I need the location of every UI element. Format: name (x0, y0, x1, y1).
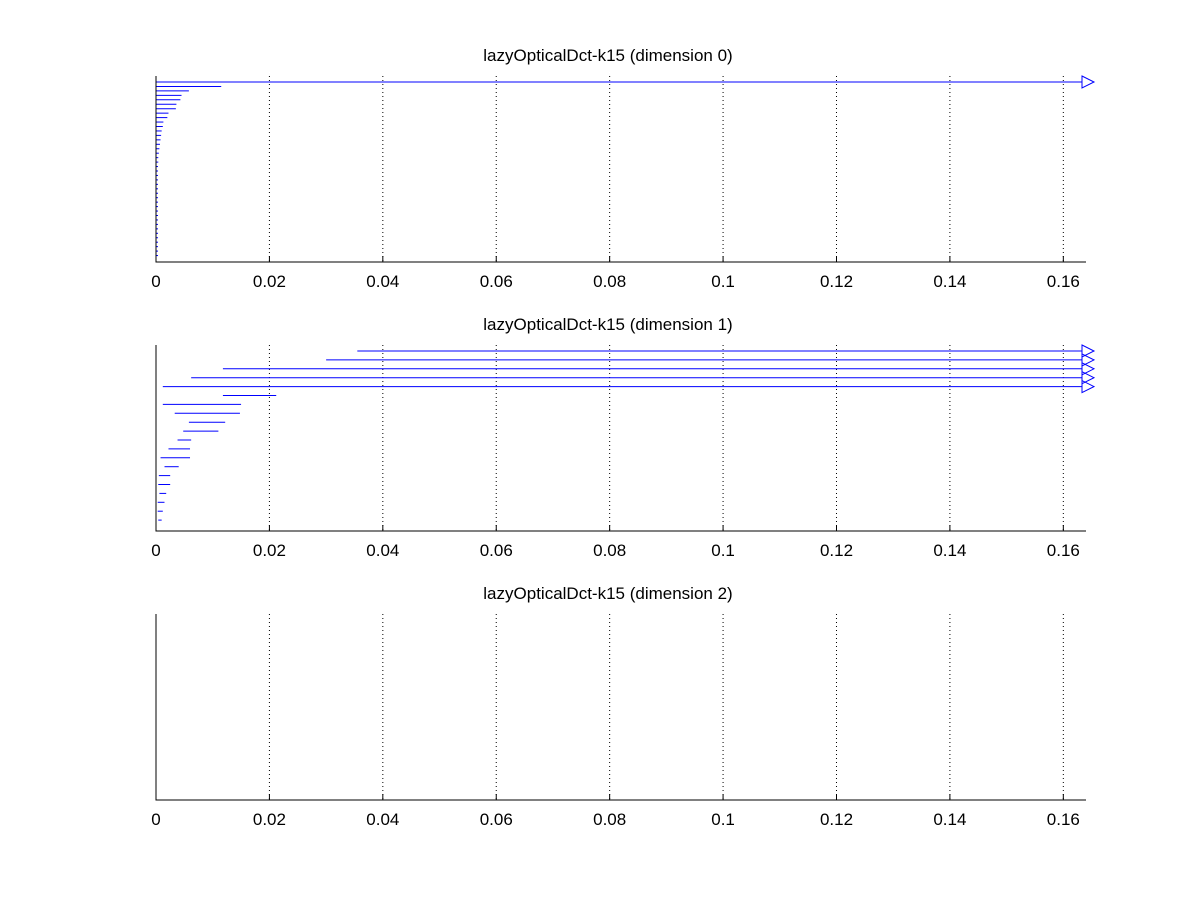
infinite-arrow-marker (1081, 379, 1096, 394)
x-tick-label: 0.16 (1047, 541, 1080, 560)
barcode-panel-dimension-0: lazyOpticalDct-k15 (dimension 0) 0 0.02 0.… (151, 46, 1096, 291)
infinite-arrow-marker (1081, 370, 1096, 385)
x-tick-label: 0.16 (1047, 272, 1080, 291)
infinite-arrow-marker (1081, 353, 1096, 367)
x-tick-label: 0.14 (933, 541, 966, 560)
x-tick-label: 0.16 (1047, 810, 1080, 829)
barcode-bars (157, 344, 1096, 521)
infinite-arrow-marker (1081, 75, 1096, 89)
x-tick-label: 0.1 (711, 541, 735, 560)
x-tick-label: 0.12 (820, 810, 853, 829)
x-tick-label: 0.04 (366, 541, 399, 560)
grid-lines (268, 76, 1064, 262)
x-tick-label: 0.02 (253, 272, 286, 291)
x-tick-label: 0.1 (711, 272, 735, 291)
axes-frame (155, 345, 1086, 532)
grid-lines (268, 345, 1064, 531)
infinite-arrow-marker (1081, 344, 1096, 358)
x-tick-label: 0 (151, 272, 160, 291)
grid-lines (268, 614, 1064, 800)
x-tick-label: 0.14 (933, 810, 966, 829)
x-tick-label: 0.1 (711, 810, 735, 829)
x-tick-label: 0 (151, 541, 160, 560)
panel-title: lazyOpticalDct-k15 (dimension 2) (483, 584, 732, 603)
x-tick-label: 0.02 (253, 541, 286, 560)
infinite-arrow-marker (1081, 361, 1096, 376)
x-tick-label: 0.06 (480, 272, 513, 291)
x-tick-label: 0.08 (593, 541, 626, 560)
x-tick-label: 0.08 (593, 272, 626, 291)
x-tick-label: 0.12 (820, 541, 853, 560)
x-tick-label: 0.14 (933, 272, 966, 291)
x-tick-label: 0.06 (480, 541, 513, 560)
x-tick-label: 0 (151, 810, 160, 829)
x-tick-label: 0.06 (480, 810, 513, 829)
x-axis-ticks: 0 0.02 0.04 0.06 0.08 0.1 0.12 0.14 0.16 (151, 256, 1080, 291)
axes-frame (155, 76, 1086, 263)
panel-title: lazyOpticalDct-k15 (dimension 1) (483, 315, 732, 334)
panel-title: lazyOpticalDct-k15 (dimension 0) (483, 46, 732, 65)
x-tick-label: 0.12 (820, 272, 853, 291)
axes-frame (155, 614, 1086, 801)
x-tick-label: 0.04 (366, 272, 399, 291)
x-tick-label: 0.04 (366, 810, 399, 829)
x-tick-label: 0.08 (593, 810, 626, 829)
barcode-bars (156, 75, 1096, 257)
barcode-panel-dimension-2: lazyOpticalDct-k15 (dimension 2) 0 0.02 0.… (151, 584, 1086, 829)
x-axis-ticks: 0 0.02 0.04 0.06 0.08 0.1 0.12 0.14 0.16 (151, 794, 1080, 829)
barcode-panel-dimension-1: lazyOpticalDct-k15 (dimension 1) 0 0.02 0.… (151, 315, 1096, 560)
x-tick-label: 0.02 (253, 810, 286, 829)
x-axis-ticks: 0 0.02 0.04 0.06 0.08 0.1 0.12 0.14 0.16 (151, 525, 1080, 560)
